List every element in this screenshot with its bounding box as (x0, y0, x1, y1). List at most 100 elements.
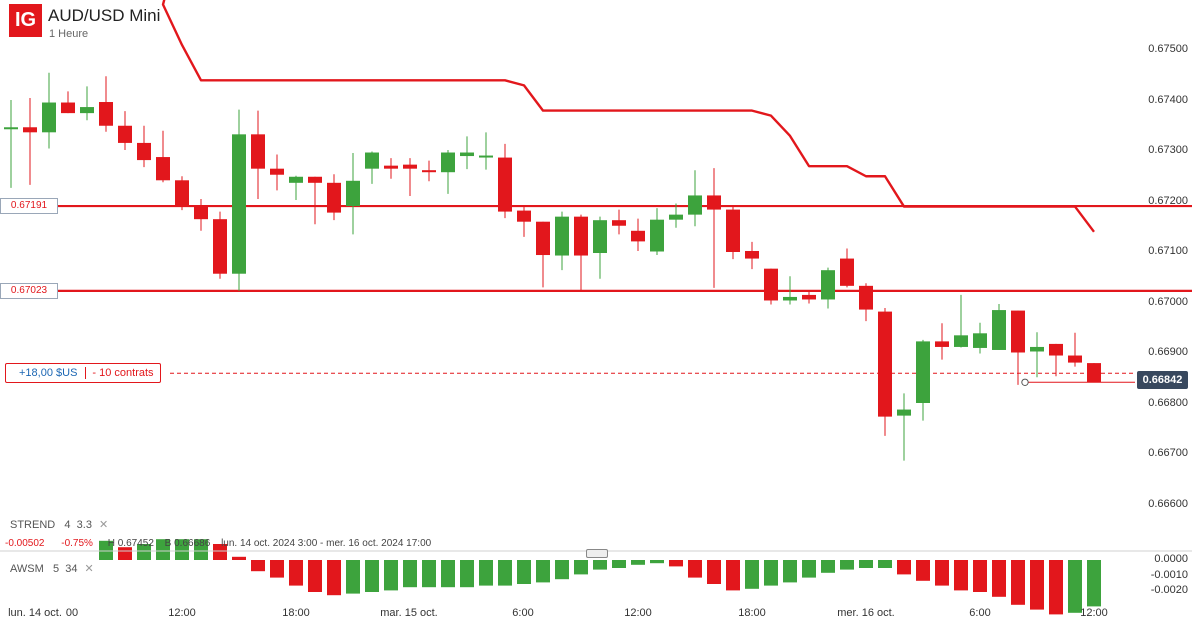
awsm-bar (175, 539, 189, 560)
candle-body (23, 127, 37, 133)
time-axis-label: mer. 16 oct. (837, 607, 895, 619)
awsm-bar (441, 560, 455, 588)
time-axis-label: 18:00 (738, 607, 766, 619)
awsm-bar (346, 560, 360, 594)
candle (4, 99, 18, 188)
level-label-lower[interactable]: 0.67023 (0, 283, 58, 299)
candle-body (916, 341, 930, 403)
time-axis-label: lun. 14 oct. (8, 607, 62, 619)
awsm-bar (840, 560, 854, 570)
candle-body (1030, 346, 1044, 352)
candle-body (973, 333, 987, 348)
candle (156, 130, 170, 183)
level-label-upper[interactable]: 0.67191 (0, 198, 58, 214)
candle (574, 214, 588, 291)
candle (821, 267, 835, 309)
awsm-param-1: 5 (52, 563, 60, 575)
awsm-bar (270, 560, 284, 578)
candle (1068, 332, 1082, 367)
candle-body (878, 311, 892, 417)
candle (612, 209, 626, 235)
awsm-bar (707, 560, 721, 584)
awsm-bar (555, 560, 569, 580)
price-tick: 0.67100 (1148, 245, 1188, 257)
candle-body (1087, 363, 1101, 383)
awsm-bar (992, 560, 1006, 597)
candle (308, 176, 322, 225)
candle (650, 208, 664, 256)
strend-param-2: 3.3 (76, 519, 92, 531)
time-axis-label: 6:00 (512, 607, 534, 619)
candle-body (669, 214, 683, 220)
candle-body (327, 182, 341, 213)
candle (897, 393, 911, 461)
candle (859, 283, 873, 322)
candle-body (897, 409, 911, 416)
awsm-bar (194, 539, 208, 560)
candle (745, 241, 759, 270)
candle-body (251, 134, 265, 169)
awsm-bar (1068, 560, 1082, 613)
candle-body (935, 341, 949, 347)
strend-close-icon[interactable]: ✕ (99, 519, 109, 531)
candle (175, 176, 189, 211)
candle (517, 206, 531, 237)
candle-body (593, 220, 607, 254)
candle-body (99, 102, 113, 126)
candle (289, 175, 303, 200)
awsm-bar (251, 560, 265, 572)
candle (536, 221, 550, 288)
candle-body (156, 157, 170, 181)
stat-change-pct: -0.75% (61, 538, 93, 549)
awsm-bar (384, 560, 398, 591)
candle-body (1049, 343, 1063, 356)
candle-body (992, 310, 1006, 350)
candle (346, 153, 360, 235)
awsm-bar (118, 547, 132, 560)
candle-body (441, 152, 455, 173)
candle (783, 276, 797, 305)
candle (1049, 343, 1063, 377)
candle (460, 136, 474, 170)
awsm-bar (365, 560, 379, 592)
price-tick: 0.67400 (1148, 93, 1188, 106)
candle-body (650, 219, 664, 252)
price-tick: 0.67000 (1148, 295, 1188, 308)
awsm-bar (422, 560, 436, 588)
instrument-title[interactable]: AUD/USD Mini (48, 6, 161, 25)
candle (935, 323, 949, 360)
awsm-legend: AWSM 5 34 ✕ (10, 562, 94, 575)
candle-body (422, 170, 436, 173)
candle-body (289, 176, 303, 183)
awsm-bar (631, 560, 645, 565)
awsm-bar (954, 560, 968, 591)
candle-body (479, 155, 493, 158)
awsm-bar (1049, 560, 1063, 615)
awsm-bar (916, 560, 930, 581)
candle (61, 91, 75, 114)
candle (669, 203, 683, 228)
candle-body (555, 216, 569, 256)
pane-resize-handle[interactable] (586, 549, 608, 558)
position-size: - 10 contrats (92, 367, 154, 379)
candle-body (726, 209, 740, 252)
awsm-close-icon[interactable]: ✕ (84, 563, 94, 575)
awsm-bar (669, 560, 683, 567)
candle-body (61, 102, 75, 114)
candle (441, 149, 455, 194)
time-axis-label: 12:00 (168, 607, 196, 619)
candle (593, 216, 607, 279)
awsm-bar (403, 560, 417, 588)
candle-body (1068, 355, 1082, 363)
position-badge[interactable]: +18,00 $US - 10 contrats (5, 363, 161, 383)
candle (251, 110, 265, 199)
awsm-bar (726, 560, 740, 591)
candle (1030, 332, 1044, 378)
stat-range: lun. 14 oct. 2024 3:00 - mer. 16 oct. 20… (221, 538, 432, 549)
awsm-bar (745, 560, 759, 589)
candle-body (270, 168, 284, 175)
awsm-bar (1011, 560, 1025, 605)
awsm-bar (460, 560, 474, 588)
timeframe-label[interactable]: 1 Heure (49, 28, 89, 40)
